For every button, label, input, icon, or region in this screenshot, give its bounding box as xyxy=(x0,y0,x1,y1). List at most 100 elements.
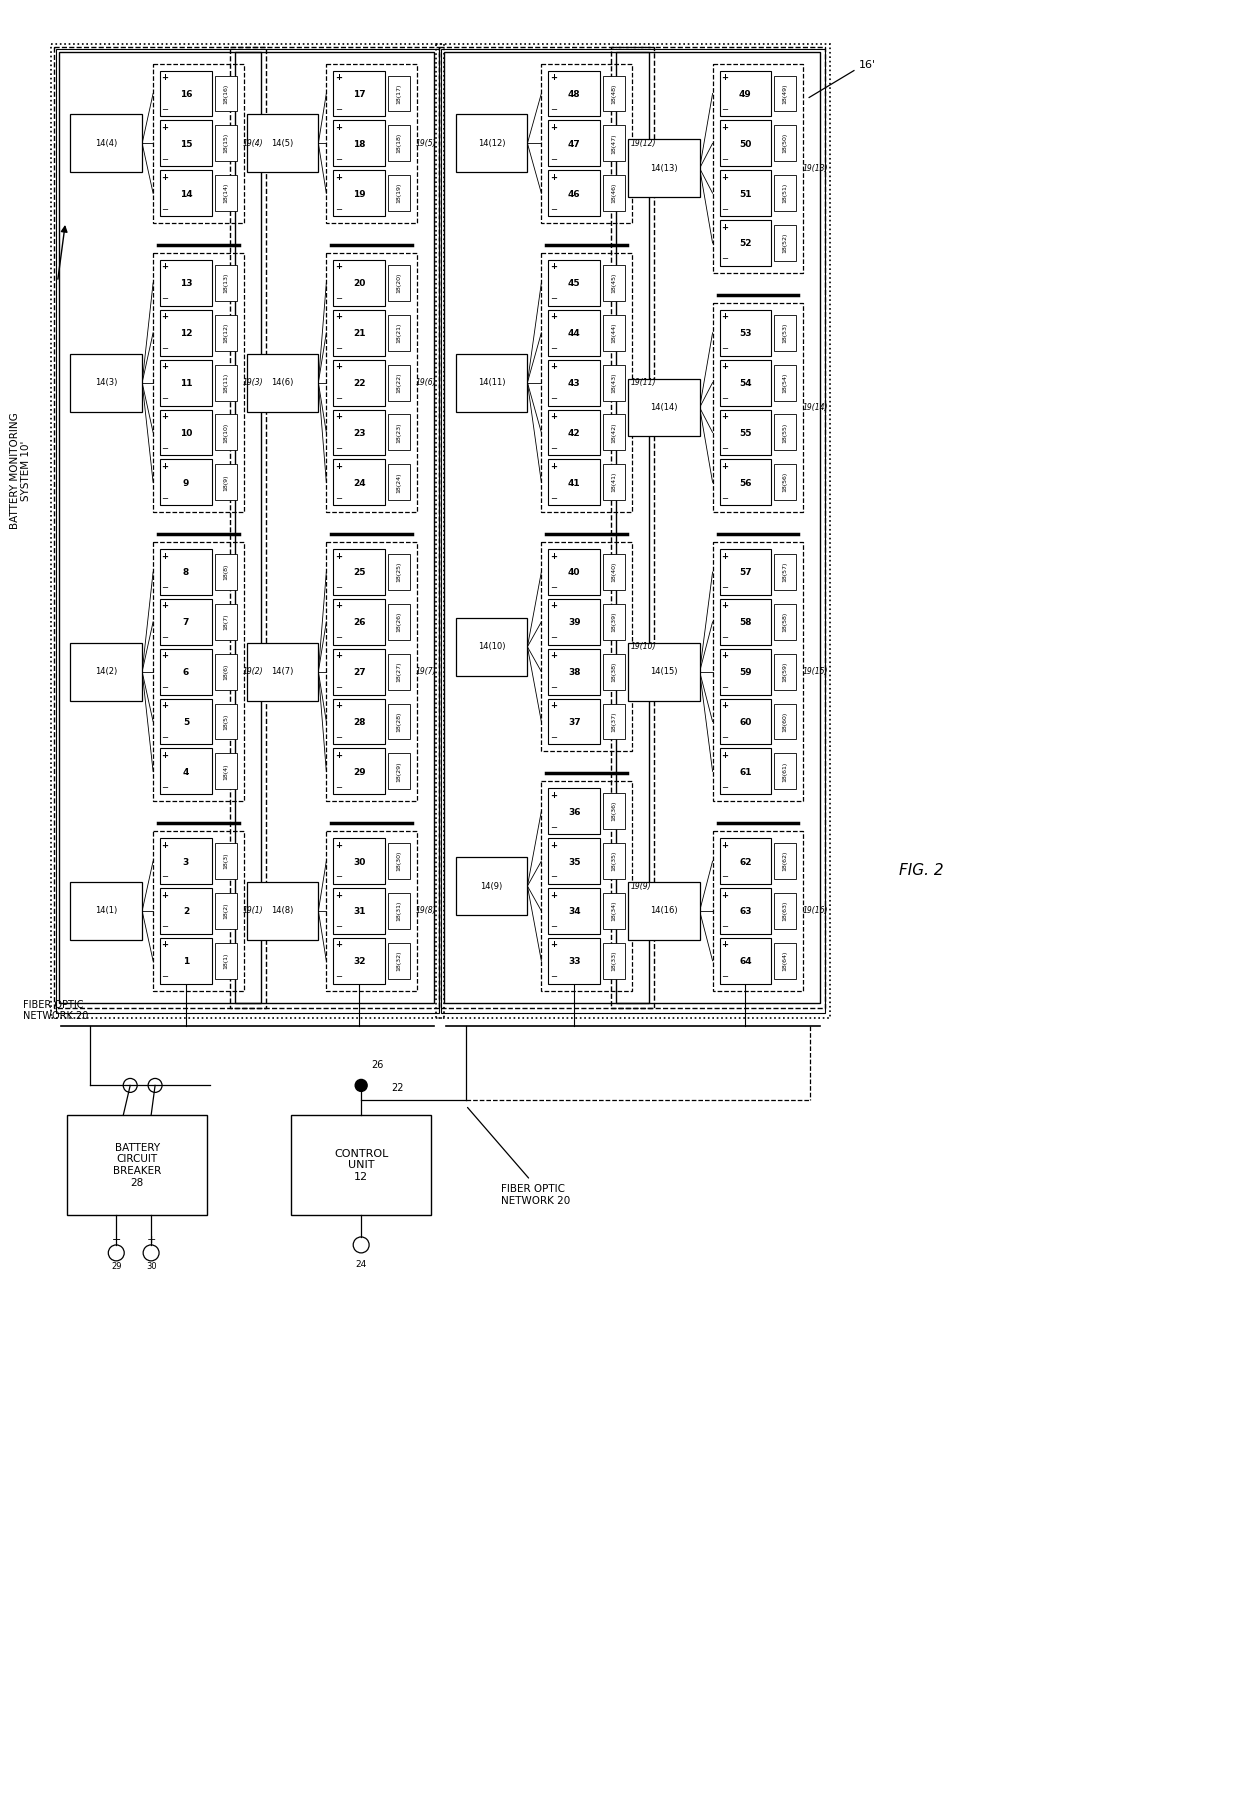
Text: 22: 22 xyxy=(391,1084,403,1093)
Text: −: − xyxy=(549,823,557,832)
Text: 26: 26 xyxy=(353,619,366,628)
Text: 19(5): 19(5) xyxy=(415,138,436,147)
Text: 14(1): 14(1) xyxy=(95,906,118,915)
Bar xyxy=(215,893,237,929)
Text: +: + xyxy=(335,601,342,610)
Text: +: + xyxy=(720,651,728,660)
Bar xyxy=(160,599,212,644)
Text: +: + xyxy=(549,172,557,181)
Bar xyxy=(334,549,386,596)
Bar xyxy=(719,310,771,355)
Text: 36: 36 xyxy=(568,807,580,816)
Text: +: + xyxy=(549,601,557,610)
Text: +: + xyxy=(720,124,728,133)
Text: 14(8): 14(8) xyxy=(272,906,294,915)
Text: −: − xyxy=(549,104,557,115)
Text: 41: 41 xyxy=(568,479,580,488)
Text: +: + xyxy=(549,74,557,83)
Text: 19(3): 19(3) xyxy=(243,379,263,388)
Bar xyxy=(611,47,825,1008)
Text: −: − xyxy=(720,443,728,452)
Bar xyxy=(215,364,237,400)
Text: 43: 43 xyxy=(568,379,580,388)
Text: +: + xyxy=(335,124,342,133)
Text: −: − xyxy=(720,154,728,163)
Text: −: − xyxy=(549,734,557,743)
Bar xyxy=(334,120,386,167)
Text: FIBER OPTIC
NETWORK 20: FIBER OPTIC NETWORK 20 xyxy=(501,1184,570,1206)
Text: 18(46): 18(46) xyxy=(611,183,616,203)
Text: 32: 32 xyxy=(353,958,366,967)
Bar xyxy=(215,944,237,980)
Text: 29: 29 xyxy=(353,768,366,777)
Text: +: + xyxy=(720,701,728,710)
Bar xyxy=(603,893,625,929)
Text: 56: 56 xyxy=(739,479,751,488)
Text: 16: 16 xyxy=(180,90,192,99)
Bar xyxy=(160,549,212,596)
Text: −: − xyxy=(161,734,169,743)
Text: +: + xyxy=(720,940,728,949)
Bar xyxy=(719,748,771,795)
Text: 64: 64 xyxy=(739,958,751,967)
Text: +: + xyxy=(549,362,557,371)
Text: +: + xyxy=(335,362,342,371)
Bar xyxy=(160,120,212,167)
Bar xyxy=(53,47,265,1008)
Bar xyxy=(774,653,796,689)
Bar xyxy=(388,753,410,789)
Text: 25: 25 xyxy=(353,569,366,578)
Text: +: + xyxy=(549,940,557,949)
Bar xyxy=(713,63,804,273)
Text: +: + xyxy=(161,461,169,470)
Bar xyxy=(456,617,527,676)
Bar xyxy=(388,554,410,590)
Text: −: − xyxy=(161,782,169,791)
Bar xyxy=(388,843,410,879)
Bar xyxy=(719,70,771,117)
Text: 18(13): 18(13) xyxy=(223,273,228,292)
Text: 7: 7 xyxy=(182,619,190,628)
Text: 18(44): 18(44) xyxy=(611,323,616,343)
Text: +: + xyxy=(720,222,728,231)
Bar xyxy=(774,126,796,161)
Text: 18(61): 18(61) xyxy=(782,761,787,782)
Text: −: − xyxy=(549,395,557,404)
Text: +: + xyxy=(335,701,342,710)
Text: 49: 49 xyxy=(739,90,751,99)
Bar xyxy=(603,414,625,450)
Text: 39: 39 xyxy=(568,619,580,628)
Text: +: + xyxy=(335,651,342,660)
Text: −: − xyxy=(161,493,169,502)
Text: 4: 4 xyxy=(182,768,190,777)
Text: −: − xyxy=(335,583,342,592)
Bar xyxy=(774,364,796,400)
Text: 47: 47 xyxy=(568,140,580,149)
Text: 18(25): 18(25) xyxy=(397,562,402,583)
Bar xyxy=(67,1116,207,1215)
Bar xyxy=(153,831,244,990)
Text: 18(23): 18(23) xyxy=(397,422,402,443)
Text: 18(47): 18(47) xyxy=(611,133,616,154)
Text: −: − xyxy=(549,294,557,303)
Bar xyxy=(603,465,625,501)
Text: 14(15): 14(15) xyxy=(650,667,677,676)
Text: −: − xyxy=(161,104,169,115)
Text: 18(50): 18(50) xyxy=(782,133,787,154)
Text: 19(16): 19(16) xyxy=(802,906,827,915)
Text: 18(59): 18(59) xyxy=(782,662,787,682)
Text: 18(30): 18(30) xyxy=(397,850,402,872)
Text: 19(8): 19(8) xyxy=(415,906,436,915)
Circle shape xyxy=(355,1080,367,1091)
Text: −: − xyxy=(720,205,728,213)
Bar xyxy=(627,379,699,436)
Bar xyxy=(774,703,796,739)
Text: 18(3): 18(3) xyxy=(223,852,228,870)
Text: 18(1): 18(1) xyxy=(223,953,228,969)
Bar xyxy=(774,893,796,929)
Bar xyxy=(388,75,410,111)
Text: 19(2): 19(2) xyxy=(243,667,263,676)
Text: −: − xyxy=(549,684,557,692)
Text: −: − xyxy=(161,205,169,213)
Text: 18(28): 18(28) xyxy=(397,712,402,732)
